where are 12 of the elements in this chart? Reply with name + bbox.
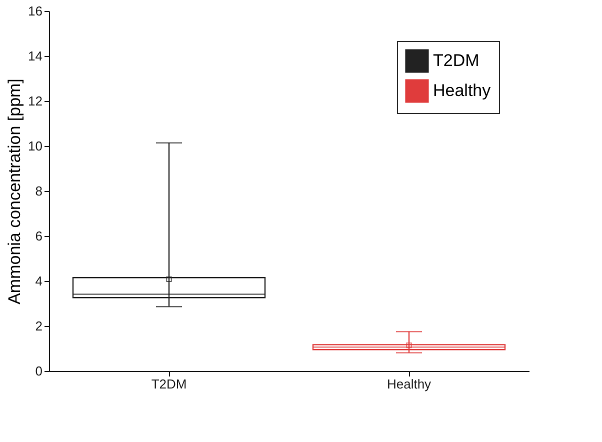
y-tick-label: 16 bbox=[28, 4, 42, 18]
y-tick-label: 4 bbox=[35, 274, 42, 288]
y-tick-label: 10 bbox=[28, 138, 42, 154]
y-tick-label: 12 bbox=[28, 94, 42, 108]
legend-label: T2DM bbox=[433, 51, 480, 70]
y-tick-label: 14 bbox=[28, 48, 42, 64]
y-tick-label: 8 bbox=[35, 184, 42, 198]
legend-label: Healthy bbox=[433, 81, 492, 100]
y-axis-title: Ammonia concentration [ppm] bbox=[5, 78, 24, 304]
y-tick-label: 0 bbox=[35, 364, 42, 378]
y-tick-label: 6 bbox=[35, 228, 42, 244]
y-tick-label: 2 bbox=[35, 318, 42, 334]
